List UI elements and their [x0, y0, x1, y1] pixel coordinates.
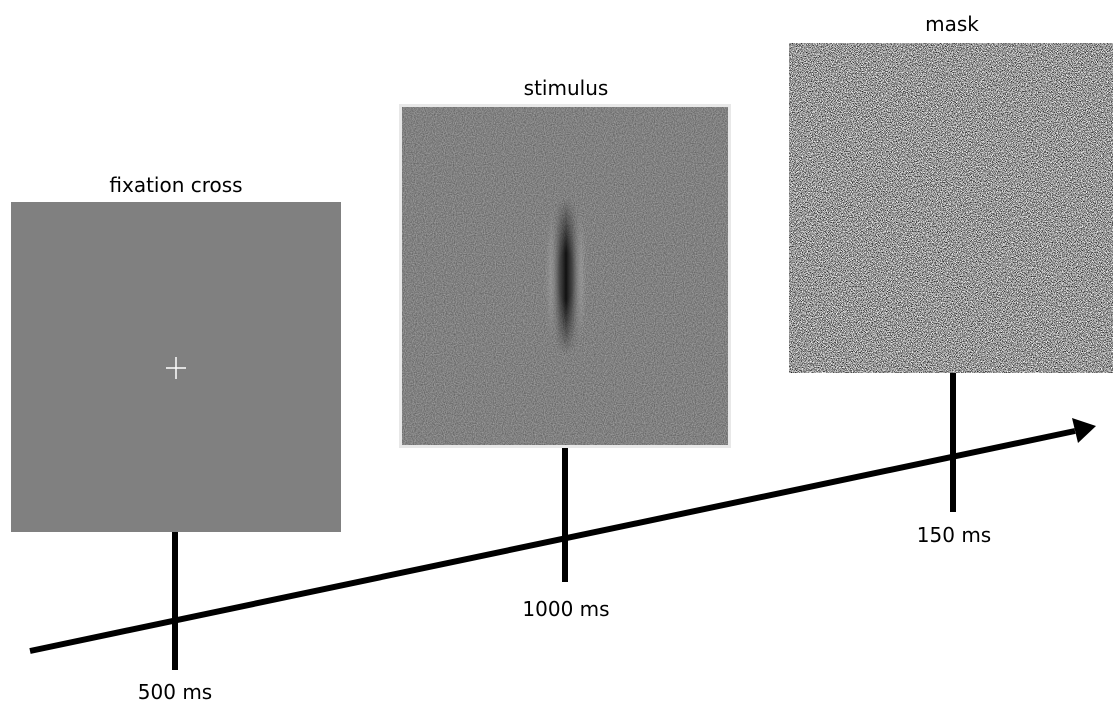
- timeline-arrowhead: [1072, 418, 1096, 443]
- duration-label: 150 ms: [917, 523, 991, 547]
- panel-label: fixation cross: [109, 173, 242, 197]
- duration-label: 500 ms: [138, 680, 212, 704]
- panel-label: stimulus: [524, 76, 609, 100]
- gabor-patch: [540, 198, 592, 354]
- trial-diagram: fixation cross 500 ms stimulus 1000 ms m…: [0, 0, 1113, 708]
- mask-screen: [789, 43, 1113, 373]
- page: fixation cross 500 ms stimulus 1000 ms m…: [0, 0, 1113, 708]
- panel-label: mask: [925, 12, 979, 36]
- duration-label: 1000 ms: [522, 597, 609, 621]
